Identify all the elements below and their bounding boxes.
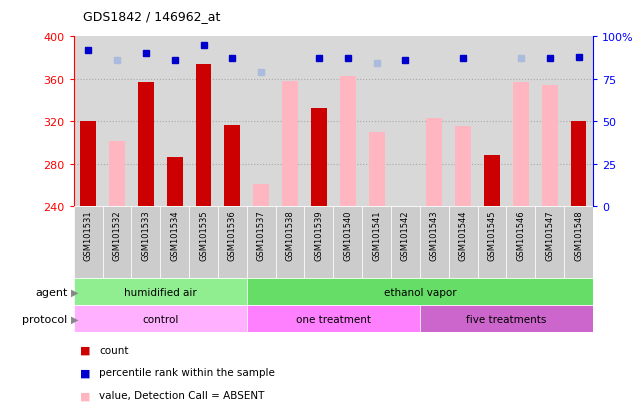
Bar [484, 156, 500, 206]
Text: GSM101539: GSM101539 [314, 210, 324, 261]
Text: five treatments: five treatments [466, 314, 547, 324]
Bar [333, 206, 362, 279]
Text: GSM101545: GSM101545 [487, 210, 497, 261]
Bar [311, 109, 327, 206]
Bar [449, 206, 478, 279]
Bar [542, 86, 558, 206]
Text: one treatment: one treatment [296, 314, 371, 324]
Bar [138, 83, 154, 206]
Text: control: control [142, 314, 178, 324]
Bar [103, 206, 131, 279]
Bar [304, 206, 333, 279]
Bar [131, 206, 160, 279]
Text: agent: agent [35, 287, 67, 297]
Text: ■: ■ [80, 345, 90, 355]
Bar [362, 206, 391, 279]
Bar [167, 158, 183, 206]
Bar [247, 306, 420, 332]
Bar [455, 127, 471, 206]
Text: GSM101531: GSM101531 [83, 210, 93, 261]
Text: count: count [99, 345, 129, 355]
Bar [74, 306, 247, 332]
Bar [253, 184, 269, 206]
Text: GSM101537: GSM101537 [256, 210, 266, 261]
Bar [276, 206, 304, 279]
Bar [340, 76, 356, 206]
Text: ethanol vapor: ethanol vapor [383, 287, 456, 297]
Bar [282, 82, 298, 206]
Text: GSM101541: GSM101541 [372, 210, 381, 261]
Bar [224, 126, 240, 206]
Text: percentile rank within the sample: percentile rank within the sample [99, 368, 275, 377]
Bar [369, 133, 385, 206]
Text: humidified air: humidified air [124, 287, 197, 297]
Text: GSM101547: GSM101547 [545, 210, 554, 261]
Text: GSM101535: GSM101535 [199, 210, 208, 261]
Text: GSM101544: GSM101544 [458, 210, 468, 261]
Bar [570, 122, 587, 206]
Bar [189, 206, 218, 279]
Bar [426, 119, 442, 206]
Text: GSM101542: GSM101542 [401, 210, 410, 261]
Bar [160, 206, 189, 279]
Bar [564, 206, 593, 279]
Text: ▶: ▶ [71, 314, 78, 324]
Bar [391, 206, 420, 279]
Bar [247, 206, 276, 279]
Bar [513, 83, 529, 206]
Bar [420, 206, 449, 279]
Text: GSM101533: GSM101533 [141, 210, 151, 261]
Text: GSM101538: GSM101538 [285, 210, 295, 261]
Bar [74, 206, 103, 279]
Text: value, Detection Call = ABSENT: value, Detection Call = ABSENT [99, 390, 265, 400]
Text: GSM101543: GSM101543 [429, 210, 439, 261]
Text: ■: ■ [80, 368, 90, 377]
Bar [506, 206, 535, 279]
Text: GDS1842 / 146962_at: GDS1842 / 146962_at [83, 10, 221, 23]
Bar [420, 306, 593, 332]
Text: GSM101546: GSM101546 [516, 210, 526, 261]
Bar [535, 206, 564, 279]
Bar [74, 279, 247, 306]
Text: ▶: ▶ [71, 287, 78, 297]
Bar [478, 206, 506, 279]
Text: ■: ■ [80, 390, 90, 400]
Bar [80, 122, 96, 206]
Text: GSM101532: GSM101532 [112, 210, 122, 261]
Text: GSM101540: GSM101540 [343, 210, 353, 261]
Text: GSM101536: GSM101536 [228, 210, 237, 261]
Bar [196, 65, 212, 206]
Bar [247, 279, 593, 306]
Bar [218, 206, 247, 279]
Text: protocol: protocol [22, 314, 67, 324]
Bar [109, 142, 125, 206]
Text: GSM101534: GSM101534 [170, 210, 179, 261]
Text: GSM101548: GSM101548 [574, 210, 583, 261]
